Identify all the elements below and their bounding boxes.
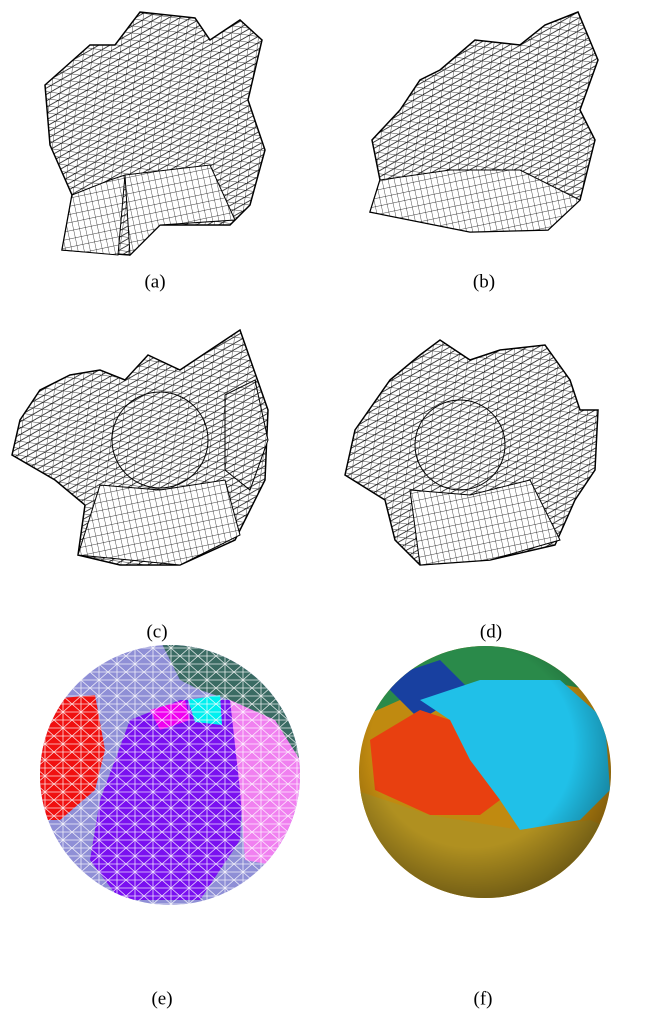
panel-label: (b): [473, 271, 495, 292]
page: {"panels": [{"label": "(a)"}, {"label": …: [0, 0, 657, 1019]
sphere-e: [40, 640, 300, 905]
mesh-a: [45, 12, 265, 255]
mesh-b: [370, 12, 598, 232]
panel-label: (d): [480, 621, 502, 642]
figure: (a) (b) (c) (d) (e) (f): [0, 0, 657, 1019]
mesh-d: [345, 340, 598, 565]
sphere-f: [355, 642, 615, 902]
panel-label: (e): [151, 988, 172, 1009]
panel-label: (c): [146, 621, 167, 642]
panel-label: (f): [474, 988, 493, 1009]
panel-label: (a): [144, 271, 165, 292]
mesh-c: [12, 330, 268, 565]
